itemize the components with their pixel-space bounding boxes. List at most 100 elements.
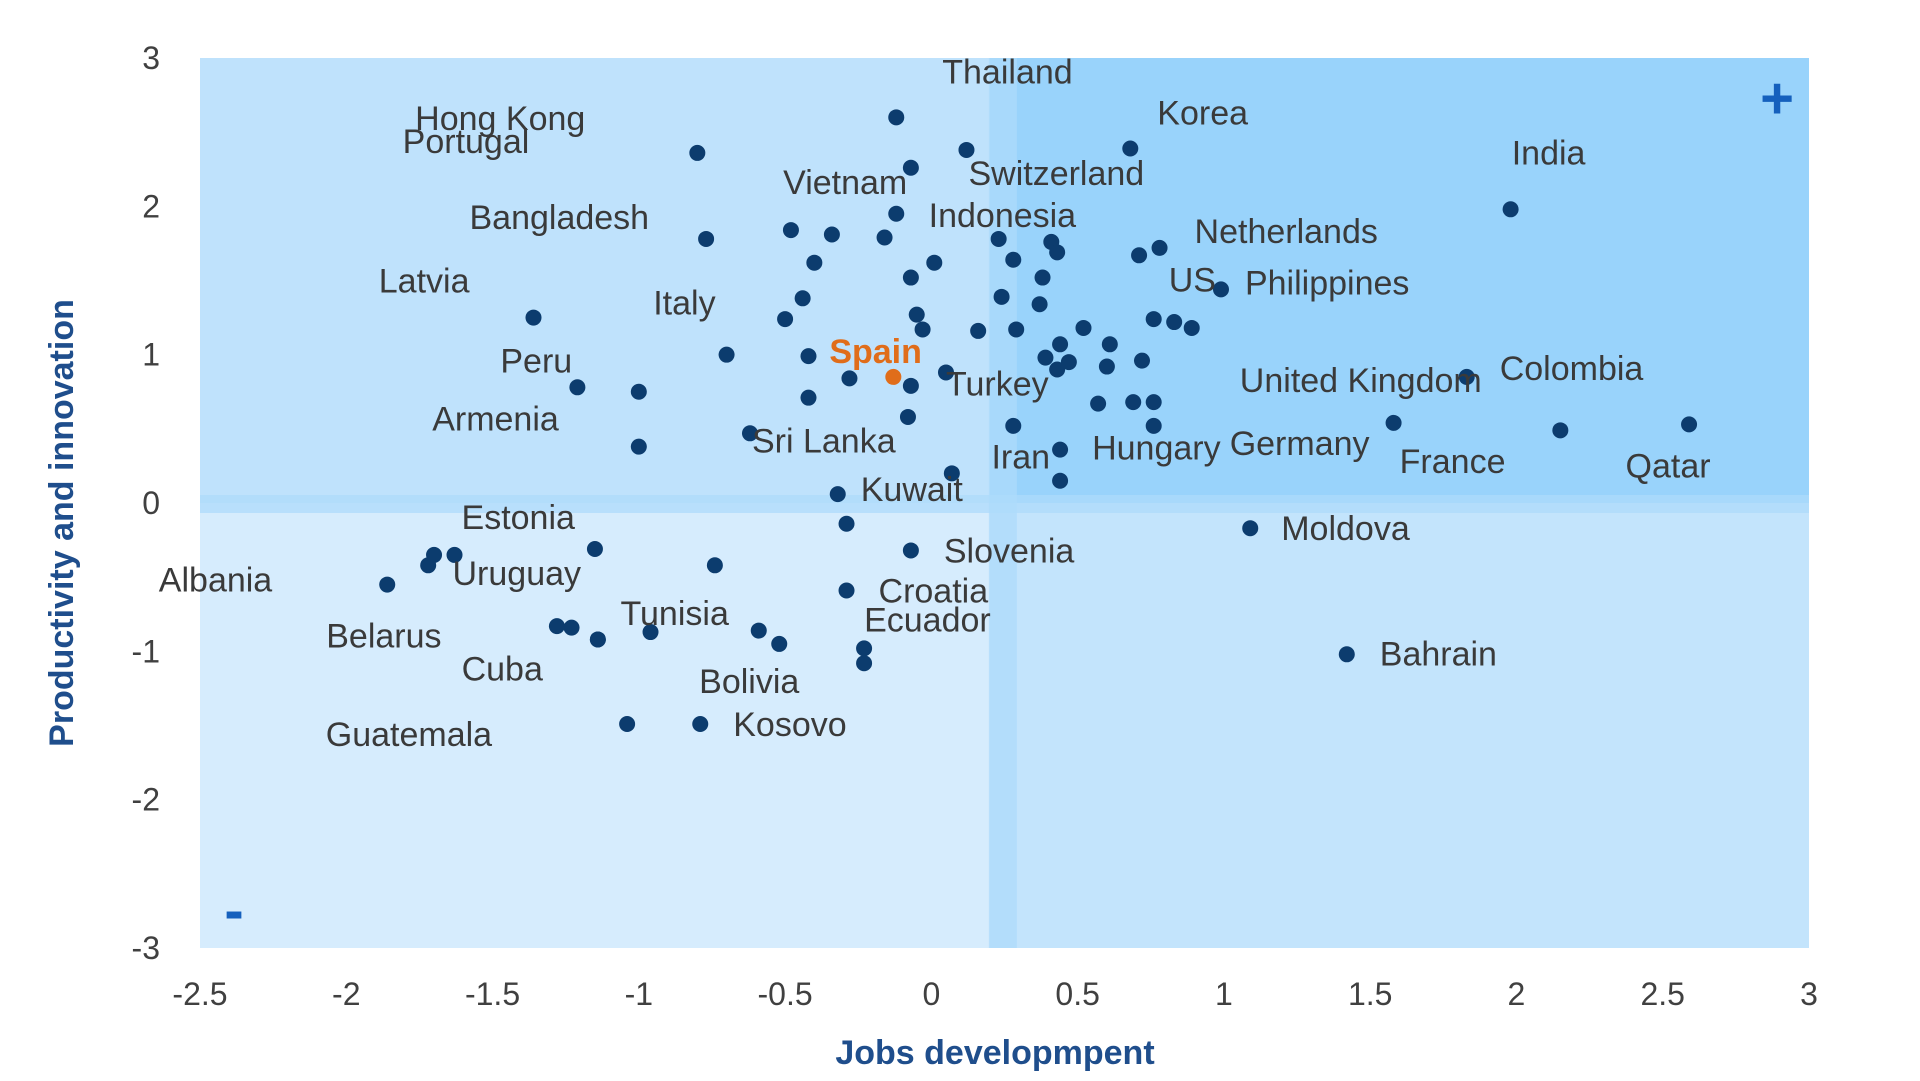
data-point xyxy=(794,290,811,307)
horizontal-split-band xyxy=(200,495,1809,513)
data-point xyxy=(750,622,767,639)
point-label: Iran xyxy=(991,439,1050,477)
point-label: Korea xyxy=(1157,94,1248,132)
data-point xyxy=(908,306,925,323)
point-label: Kuwait xyxy=(861,471,964,509)
point-label: Kosovo xyxy=(733,706,846,744)
data-point xyxy=(379,576,396,593)
data-point xyxy=(718,346,735,363)
data-point xyxy=(589,631,606,648)
point-label: Portugal xyxy=(403,123,530,161)
point-label: Cuba xyxy=(462,650,543,688)
data-point xyxy=(841,370,858,387)
quadrant-marker-minus: - xyxy=(224,878,243,943)
data-point xyxy=(563,619,580,636)
data-point xyxy=(856,655,873,672)
data-point xyxy=(1151,239,1168,256)
data-point xyxy=(937,364,954,381)
data-point xyxy=(1242,520,1259,537)
x-tick-label: 3 xyxy=(1800,976,1818,1012)
data-point xyxy=(902,542,919,559)
y-tick-label: 2 xyxy=(142,188,160,224)
data-point xyxy=(777,311,794,328)
data-point xyxy=(525,309,542,326)
x-tick-label: -1.5 xyxy=(465,976,520,1012)
x-tick-label: 1.5 xyxy=(1348,976,1392,1012)
data-point xyxy=(1034,269,1051,286)
point-label: India xyxy=(1512,134,1586,172)
point-labels: Thailand Korea Hong Kong Switzerland Portuga… xyxy=(159,53,1711,754)
data-point xyxy=(1049,244,1066,261)
point-label: Switzerland xyxy=(968,155,1144,193)
data-point xyxy=(1145,417,1162,434)
data-point xyxy=(1090,395,1107,412)
point-label: Guatemala xyxy=(326,716,492,754)
data-point xyxy=(1008,321,1025,338)
data-point xyxy=(642,624,659,641)
data-point xyxy=(782,222,799,239)
point-label: Philippines xyxy=(1245,264,1409,302)
y-tick-label: 1 xyxy=(142,337,160,373)
point-label: Italy xyxy=(653,285,715,323)
data-point xyxy=(958,141,975,158)
x-tick-label: -2.5 xyxy=(172,976,227,1012)
x-tick-label: 2 xyxy=(1508,976,1526,1012)
point-label: US xyxy=(1169,261,1216,299)
quadrant-upper-right xyxy=(989,58,1809,503)
point-label: Vietnam xyxy=(783,164,907,202)
data-point xyxy=(771,635,788,652)
point-label: Uruguay xyxy=(453,555,582,593)
point-label: United Kingdom xyxy=(1240,362,1482,400)
data-point xyxy=(876,229,893,246)
data-point xyxy=(888,109,905,126)
data-point xyxy=(1005,251,1022,268)
data-point xyxy=(1052,441,1069,458)
data-point xyxy=(914,321,931,338)
data-point xyxy=(902,377,919,394)
highlight-point xyxy=(885,368,902,385)
point-label: Germany xyxy=(1230,425,1370,463)
data-point xyxy=(970,322,987,339)
data-point xyxy=(1183,319,1200,336)
data-point xyxy=(446,546,463,563)
data-point xyxy=(838,582,855,599)
data-point xyxy=(1060,354,1077,371)
data-point xyxy=(689,144,706,161)
point-label: Peru xyxy=(500,342,572,380)
data-point xyxy=(1125,394,1142,411)
quadrant-background xyxy=(200,58,1809,948)
point-label: Latvia xyxy=(379,263,470,301)
x-tick-label: -1 xyxy=(625,976,653,1012)
point-label: Albania xyxy=(159,562,273,600)
data-point xyxy=(1101,336,1118,353)
x-axis-title: Jobs developmpent xyxy=(835,1034,1154,1072)
x-tick-label: 2.5 xyxy=(1640,976,1684,1012)
data-point xyxy=(902,159,919,176)
quadrant-lower-right xyxy=(989,503,1809,948)
data-point xyxy=(1145,311,1162,328)
data-point xyxy=(630,438,647,455)
data-point xyxy=(1005,417,1022,434)
point-label: Bolivia xyxy=(699,663,799,701)
y-tick-label: -1 xyxy=(132,633,160,669)
data-point xyxy=(823,226,840,243)
data-point xyxy=(856,640,873,657)
data-point xyxy=(1166,314,1183,331)
data-point xyxy=(993,288,1010,305)
data-point xyxy=(706,557,723,574)
data-point xyxy=(1122,140,1139,157)
point-label: Hong Kong xyxy=(415,100,585,138)
data-point xyxy=(800,389,817,406)
quadrant-marker-plus: + xyxy=(1760,66,1794,131)
point-label: Bahrain xyxy=(1380,635,1497,673)
data-point xyxy=(1502,201,1519,218)
point-label: Turkey xyxy=(946,365,1049,403)
point-label: Qatar xyxy=(1626,447,1711,485)
data-point xyxy=(943,465,960,482)
y-tick-label: -2 xyxy=(132,782,160,818)
y-tick-label: 0 xyxy=(142,485,160,521)
data-point xyxy=(1131,247,1148,264)
data-points xyxy=(379,109,1698,733)
